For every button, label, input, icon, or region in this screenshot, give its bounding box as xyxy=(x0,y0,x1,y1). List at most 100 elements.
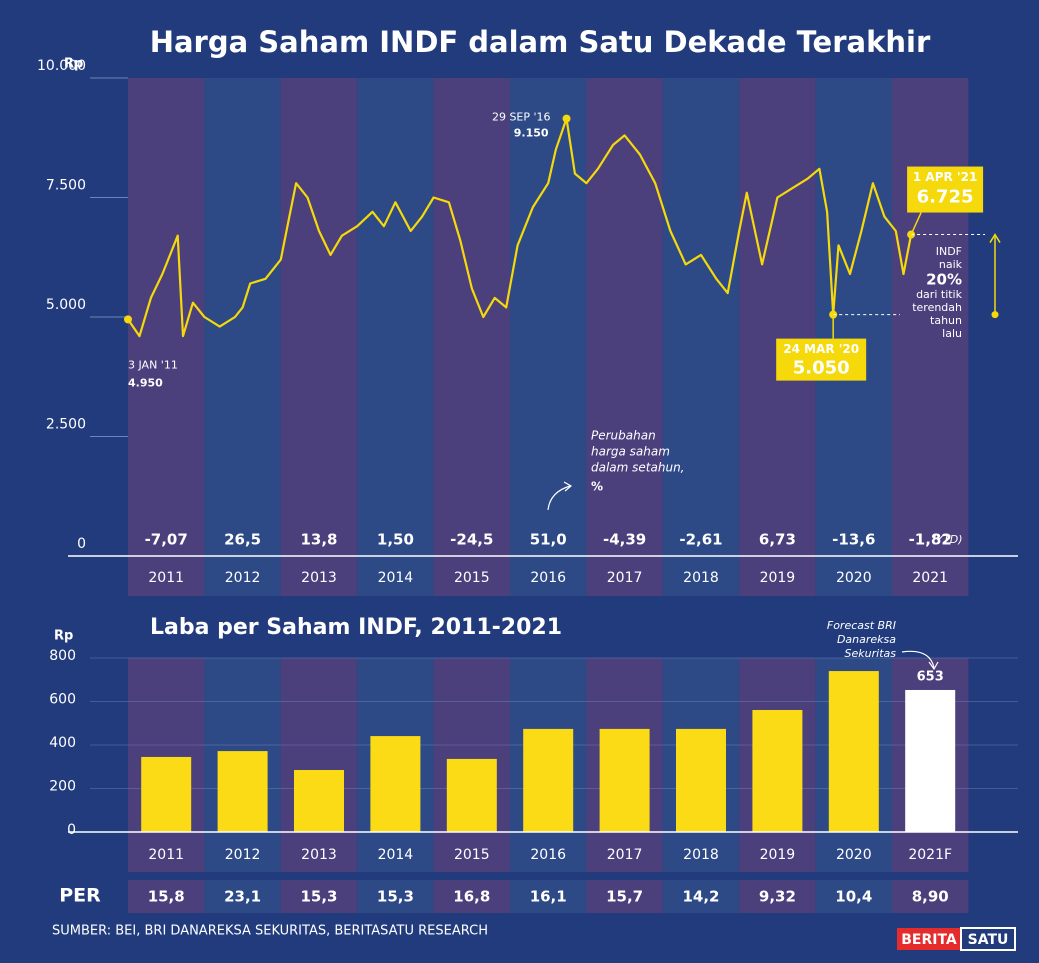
per-value: 14,2 xyxy=(682,888,719,906)
logo: SATU xyxy=(968,932,1009,948)
per-label: PER xyxy=(59,885,101,907)
change-label: 13,8 xyxy=(300,531,337,549)
band xyxy=(892,880,969,913)
change-label: -24,5 xyxy=(450,531,493,549)
band xyxy=(128,880,205,913)
change-label: -4,39 xyxy=(603,531,646,549)
x-tick-label: 2012 xyxy=(225,847,261,863)
x-tick-label: 2016 xyxy=(530,847,566,863)
x-tick-label: 2016 xyxy=(530,570,566,586)
band xyxy=(510,78,587,596)
annotation-box xyxy=(776,338,867,381)
change-note: dalam setahun, xyxy=(591,461,685,475)
forecast-note: Sekuritas xyxy=(845,647,897,660)
band xyxy=(739,78,816,596)
per-value: 9,32 xyxy=(759,888,796,906)
annotation-box xyxy=(907,166,984,213)
change-label: -7,07 xyxy=(145,531,188,549)
band xyxy=(128,78,205,596)
rise-note: 20% xyxy=(926,271,962,289)
arrow-head xyxy=(989,233,1001,243)
chart-title: Laba per Saham INDF, 2011-2021 xyxy=(150,615,562,640)
annotation-date: 1 APR '21 xyxy=(913,170,977,184)
change-label: 26,5 xyxy=(224,531,261,549)
band xyxy=(815,880,892,913)
band xyxy=(433,880,510,913)
annotation-point xyxy=(562,114,571,123)
y-tick-label: 7.500 xyxy=(46,178,86,194)
x-tick-label: 2019 xyxy=(760,570,796,586)
rise-note: tahun xyxy=(930,314,962,327)
per-value: 10,4 xyxy=(835,888,872,906)
change-note: % xyxy=(591,480,603,494)
band xyxy=(280,78,358,596)
y-unit: Rp xyxy=(54,629,73,644)
band xyxy=(280,880,358,913)
x-tick-label: 2011 xyxy=(148,570,184,586)
note-arrow xyxy=(901,650,935,669)
forecast-note: Forecast BRI xyxy=(827,619,896,632)
bar xyxy=(370,736,421,832)
x-tick-label: 2015 xyxy=(454,570,490,586)
bar xyxy=(523,728,574,832)
logo: BERITA xyxy=(901,932,957,948)
annotation-value: 4.950 xyxy=(128,376,163,389)
x-tick-label: 2017 xyxy=(607,570,643,586)
bar xyxy=(828,671,879,832)
rise-note: naik xyxy=(939,258,963,271)
ytd-note: (YTD) xyxy=(932,533,963,546)
arrow-dot xyxy=(991,311,999,319)
band xyxy=(204,880,281,913)
bar xyxy=(905,689,956,832)
y-tick-label: 10.000 xyxy=(37,58,86,74)
x-tick-label: 2014 xyxy=(378,570,414,586)
annotation-value: 6.725 xyxy=(917,187,974,208)
bar xyxy=(752,709,803,832)
per-value: 8,90 xyxy=(912,888,949,906)
leader xyxy=(910,212,922,235)
per-value: 16,8 xyxy=(453,888,490,906)
per-value: 15,3 xyxy=(377,888,414,906)
bar xyxy=(676,728,726,832)
y-tick-label: 0 xyxy=(67,822,76,838)
annotation-value: 9.150 xyxy=(514,127,549,140)
band xyxy=(662,78,740,596)
band xyxy=(815,78,892,596)
bar xyxy=(599,728,650,832)
band xyxy=(280,658,358,872)
x-tick-label: 2021F xyxy=(908,847,952,863)
x-tick-label: 2014 xyxy=(378,847,414,863)
band xyxy=(892,78,969,596)
change-label: 1,50 xyxy=(377,531,414,549)
x-tick-label: 2019 xyxy=(760,847,796,863)
per-value: 15,7 xyxy=(606,888,643,906)
forecast-note: Danareksa xyxy=(837,633,896,646)
per-value: 23,1 xyxy=(224,888,261,906)
annotation-date: 24 MAR '20 xyxy=(783,342,859,356)
band xyxy=(204,78,281,596)
note-arrow xyxy=(547,485,571,511)
bar xyxy=(294,770,344,832)
per-value: 16,1 xyxy=(530,888,567,906)
band xyxy=(357,78,434,596)
annotation-value: 5.050 xyxy=(793,358,850,379)
value-label: 653 xyxy=(917,669,944,684)
band xyxy=(662,880,740,913)
annotation-date: 29 SEP '16 xyxy=(492,111,551,124)
rise-note: terendah xyxy=(912,301,962,314)
band xyxy=(586,78,663,596)
source: SUMBER: BEI, BRI DANAREKSA SEKURITAS, BE… xyxy=(52,924,488,939)
logo-box xyxy=(960,927,1016,951)
x-tick-label: 2012 xyxy=(225,570,261,586)
bar xyxy=(217,751,268,832)
x-tick-label: 2020 xyxy=(836,570,872,586)
y-tick-label: 200 xyxy=(49,779,76,795)
arrow-head xyxy=(563,481,573,492)
bar xyxy=(141,756,192,832)
change-label: -1,82 xyxy=(909,531,952,549)
bar xyxy=(446,758,497,832)
y-tick-label: 5.000 xyxy=(46,297,86,313)
change-note: harga saham xyxy=(591,445,670,459)
x-tick-label: 2018 xyxy=(683,570,719,586)
